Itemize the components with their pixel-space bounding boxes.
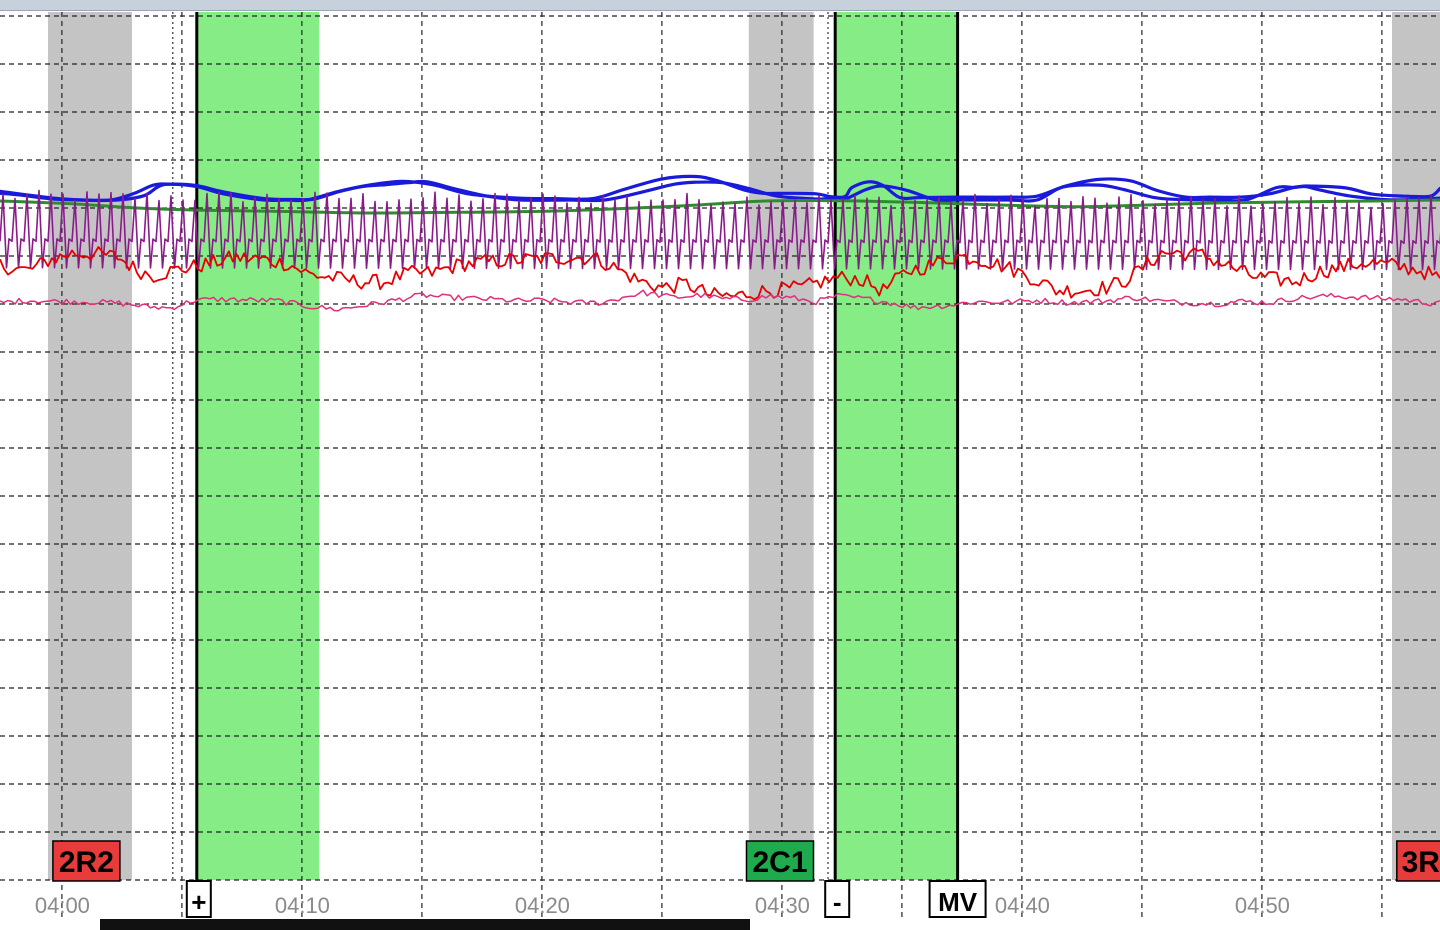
- marker-label-box: [824, 880, 851, 918]
- event-label[interactable]: 3R: [1396, 840, 1440, 882]
- marker-label-box: [928, 880, 987, 918]
- series-line: [0, 189, 1440, 271]
- series-line: [0, 246, 1440, 301]
- marker-lines: [172, 12, 960, 880]
- event-region-gray: [1392, 12, 1440, 880]
- event-label-text: 2R2: [59, 846, 114, 879]
- x-tick-label: 04:30: [755, 893, 810, 918]
- series-line: [0, 289, 1440, 312]
- event-label-text: 3R: [1402, 846, 1440, 879]
- grid: [0, 12, 1440, 918]
- event-region-gray: [748, 12, 814, 880]
- bottom-scrollbar[interactable]: [100, 919, 750, 930]
- event-label-text: 2C1: [752, 846, 807, 879]
- x-axis-ticks: 04:00 04:10 04:20 04:30 04:40 04:50: [35, 893, 1290, 918]
- x-tick-label: 04:20: [515, 893, 570, 918]
- series-line: [0, 198, 1440, 215]
- event-label-box: [745, 840, 815, 882]
- marker-label[interactable]: MV: [928, 880, 987, 918]
- series-layer: [0, 174, 1440, 312]
- marker-label-text: -: [833, 887, 842, 917]
- x-tick-label: 04:00: [35, 893, 90, 918]
- x-tick-label: 04:40: [995, 893, 1050, 918]
- event-labels: 2R2 2C1 3R + - MV: [52, 840, 1440, 918]
- series-line: [0, 179, 1440, 203]
- marker-label[interactable]: -: [824, 880, 851, 918]
- x-tick-label: 04:50: [1235, 893, 1290, 918]
- event-region-green: [196, 12, 320, 880]
- event-label[interactable]: 2R2: [52, 840, 121, 882]
- event-label[interactable]: 2C1: [745, 840, 815, 882]
- top-border: [0, 0, 1440, 10]
- series-line: [0, 174, 1440, 203]
- marker-label-text: MV: [938, 887, 978, 917]
- marker-label-box: [185, 880, 212, 918]
- event-label-box: [1396, 840, 1440, 882]
- event-region-green: [835, 12, 958, 880]
- marker-label-text: +: [191, 887, 206, 917]
- event-label-box: [52, 840, 121, 882]
- x-tick-label: 04:10: [275, 893, 330, 918]
- event-region-gray: [48, 12, 132, 880]
- marker-label[interactable]: +: [185, 880, 212, 918]
- event-regions: [48, 12, 1440, 880]
